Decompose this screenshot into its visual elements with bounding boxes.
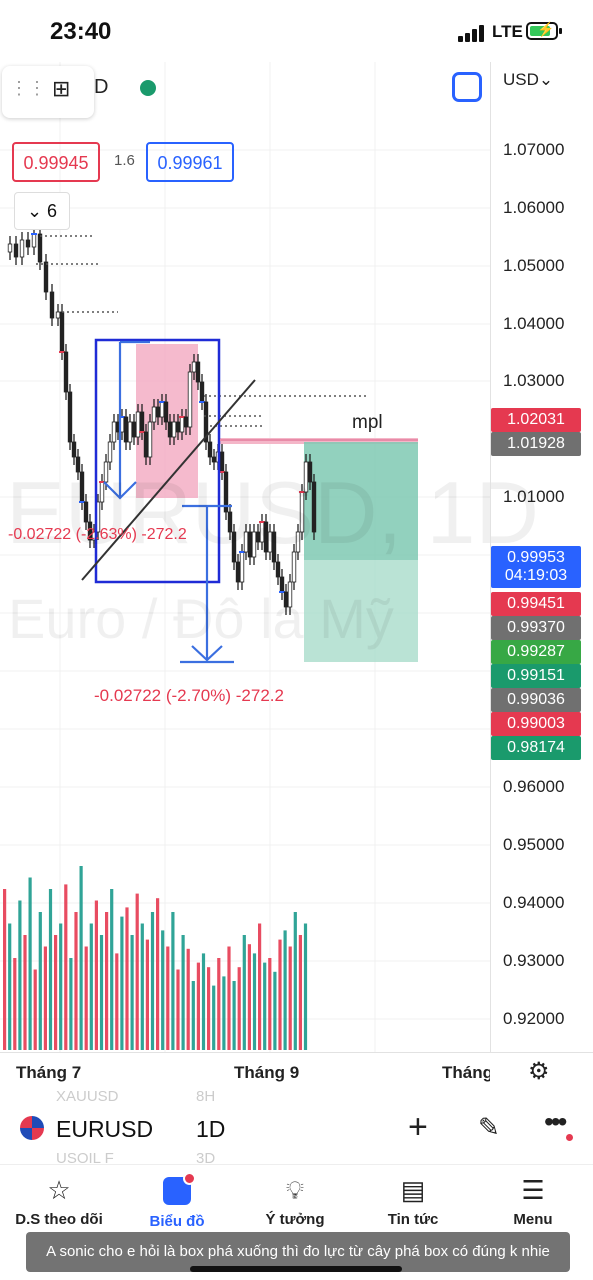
indicator-count: 6 bbox=[47, 201, 58, 221]
fullscreen-icon[interactable] bbox=[452, 72, 482, 102]
price-level-tag: 0.99036 bbox=[491, 688, 581, 712]
price-tick-label: 1.01000 bbox=[503, 487, 565, 506]
ghost-interval-bottom: 3D bbox=[196, 1150, 216, 1167]
symbol-name[interactable]: EURUSD bbox=[56, 1116, 154, 1142]
time-axis[interactable]: Tháng 7 Tháng 9 Tháng ⚙ bbox=[0, 1052, 593, 1093]
trendline bbox=[81, 379, 256, 581]
ghost-interval-top: 8H bbox=[196, 1088, 216, 1105]
price-tick-label: 0.96000 bbox=[503, 777, 565, 796]
price-tick-label: 0.95000 bbox=[503, 835, 565, 854]
price-tag-value: 0.98174 bbox=[507, 739, 565, 756]
position-profit-zone bbox=[304, 442, 418, 560]
interval-label[interactable]: D bbox=[94, 76, 109, 98]
price-tag-value: 0.99036 bbox=[507, 691, 565, 708]
countdown-timer: 04:19:03 bbox=[504, 567, 568, 584]
measure-label-projection: -0.02722 (-2.70%) -272.2 bbox=[94, 686, 284, 705]
currency-selector[interactable]: USD⌄ bbox=[503, 70, 554, 89]
lightbulb-icon: 💡︎ bbox=[285, 1175, 305, 1205]
price-level-tag: 0.99003 bbox=[491, 712, 581, 736]
position-profit-zone-lower bbox=[304, 560, 418, 662]
price-level-tag: 0.99451 bbox=[491, 592, 581, 616]
video-caption: A sonic cho e hỏi là box phá xuống thì đ… bbox=[26, 1232, 570, 1272]
measure-label-box: -0.02722 (-2.63%) -272.2 bbox=[8, 526, 187, 543]
network-type: LTE bbox=[492, 22, 523, 41]
price-tag-value: 0.99151 bbox=[507, 667, 565, 684]
price-tag-value: 0.99003 bbox=[507, 715, 565, 732]
battery-icon: ⚡ bbox=[526, 21, 562, 40]
nav-news[interactable]: ▤ Tin tức bbox=[354, 1165, 472, 1228]
signal-icon bbox=[458, 24, 488, 42]
bottom-navigation: ☆ D.S theo dõi Biểu đồ 💡︎ Ý tưởng ▤ Tin … bbox=[0, 1164, 593, 1245]
price-tick-label: 1.03000 bbox=[503, 371, 565, 390]
notification-dot bbox=[566, 1134, 573, 1141]
nav-menu[interactable]: ☰ Menu bbox=[474, 1165, 592, 1228]
breakout-box bbox=[94, 338, 221, 584]
price-level-tag: 0.99151 bbox=[491, 664, 581, 688]
price-level-tag: 1.02031 bbox=[491, 408, 581, 432]
name-watermark: Euro / Đô la Mỹ bbox=[8, 587, 394, 650]
market-open-indicator bbox=[140, 80, 156, 96]
pen-icon[interactable]: ✎ bbox=[478, 1112, 500, 1142]
price-tick-label: 1.07000 bbox=[503, 140, 565, 159]
price-tag-value: 0.99953 bbox=[507, 549, 565, 566]
home-indicator[interactable] bbox=[190, 1266, 402, 1272]
price-tag-value: 0.99370 bbox=[507, 619, 565, 636]
price-tag-value: 1.02031 bbox=[507, 411, 565, 428]
price-axis[interactable]: USD⌄ 1.07000 1.06000 1.05000 1.04000 1.03000… bbox=[490, 62, 593, 1052]
drag-handle-icon[interactable]: ⋮⋮ bbox=[10, 78, 46, 98]
settings-gear-icon[interactable]: ⚙ bbox=[528, 1058, 550, 1085]
status-time: 23:40 bbox=[50, 18, 112, 45]
price-tag-value: 0.99287 bbox=[507, 643, 565, 660]
menu-icon: ☰ bbox=[521, 1175, 545, 1205]
price-tick-label: 1.04000 bbox=[503, 314, 565, 333]
more-icon[interactable]: ••• bbox=[544, 1106, 567, 1137]
price-tick-label: 0.92000 bbox=[503, 1009, 565, 1028]
price-level-tag: 0.99370 bbox=[491, 616, 581, 640]
sell-price-button[interactable]: 0.99945 bbox=[12, 142, 100, 182]
add-icon[interactable]: + bbox=[408, 1108, 428, 1146]
status-bar: 23:40 LTE ⚡ bbox=[0, 0, 593, 62]
price-tag-value: 1.01928 bbox=[507, 435, 565, 452]
collapse-indicators-button[interactable]: ⌄ 6 bbox=[14, 192, 70, 230]
time-label-july: Tháng 7 bbox=[16, 1063, 82, 1082]
price-tick-label: 1.05000 bbox=[503, 256, 565, 275]
currency-flag-icon bbox=[20, 1116, 44, 1140]
add-layout-icon[interactable]: ⊞ bbox=[52, 76, 71, 101]
nav-watchlist[interactable]: ☆ D.S theo dõi bbox=[0, 1165, 118, 1228]
price-tick-label: 0.94000 bbox=[503, 893, 565, 912]
chevron-down-icon: ⌄ bbox=[26, 201, 43, 221]
price-level-tag: 0.98174 bbox=[491, 736, 581, 760]
price-tag-value: 0.99451 bbox=[507, 595, 565, 612]
ghost-symbol-bottom: USOIL F bbox=[56, 1150, 114, 1167]
interval-selector[interactable]: 1D bbox=[196, 1116, 226, 1142]
star-icon: ☆ bbox=[47, 1175, 71, 1205]
price-tick-label: 0.93000 bbox=[503, 951, 565, 970]
nav-ideas[interactable]: 💡︎ Ý tưởng bbox=[236, 1165, 354, 1228]
chart-icon bbox=[163, 1172, 196, 1205]
news-icon: ▤ bbox=[400, 1175, 426, 1205]
price-chart[interactable] bbox=[0, 62, 490, 1052]
ghost-symbol-top: XAUUSD bbox=[56, 1088, 119, 1105]
last-price-tag: 0.99953 04:19:03 bbox=[491, 546, 581, 588]
price-tick-label: 1.06000 bbox=[503, 198, 565, 217]
drawing-toolbar[interactable]: ⋮⋮ ⊞ bbox=[2, 66, 94, 118]
chart-canvas[interactable] bbox=[0, 62, 490, 1052]
symbol-watermark: EURUSD, 1D bbox=[6, 463, 539, 562]
drawing-label-mpl[interactable]: mpl bbox=[352, 412, 383, 433]
symbol-bar[interactable]: XAUUSD 8H USOIL F 3D EURUSD 1D + ✎ ••• bbox=[0, 1088, 593, 1167]
nav-chart[interactable]: Biểu đồ bbox=[118, 1165, 236, 1230]
time-label-next: Tháng bbox=[442, 1063, 490, 1082]
time-label-september: Tháng 9 bbox=[234, 1063, 300, 1082]
buy-price-button[interactable]: 0.99961 bbox=[146, 142, 234, 182]
price-level-tag: 1.01928 bbox=[491, 432, 581, 456]
spread-value: 1.6 bbox=[114, 152, 135, 169]
price-level-tag: 0.99287 bbox=[491, 640, 581, 664]
